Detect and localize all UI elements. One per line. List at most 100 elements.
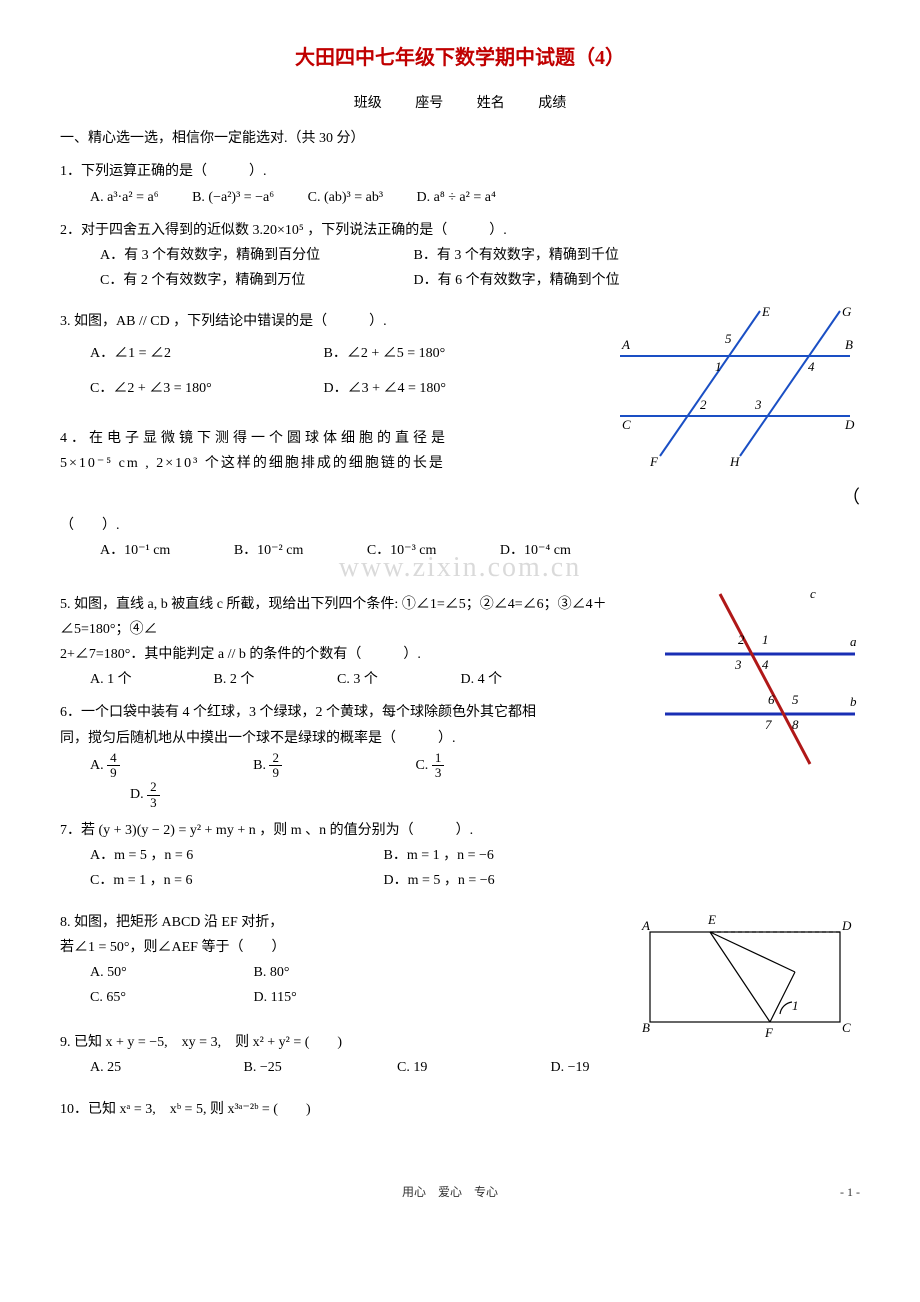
question-6: 6．一个口袋中装有 4 个红球，3 个绿球，2 个黄球，每个球除颜色外其它都相 … bbox=[60, 700, 650, 810]
q4-stem1: 4．在电子显微镜下测得一个圆球体细胞的直径是 bbox=[60, 426, 600, 451]
student-info-line: 班级 座号 姓名 成绩 bbox=[60, 91, 860, 116]
q2-opt-d: D．有 6 个有效数字，精确到个位 bbox=[414, 268, 620, 293]
svg-text:A: A bbox=[621, 337, 630, 352]
q1-opt-b: B. (−a²)³ = −a⁶ bbox=[192, 185, 274, 210]
label-seat: 座号 bbox=[415, 91, 443, 116]
q5-stem2: 2+∠7=180°．其中能判定 a // b 的条件的个数有（ ）. bbox=[60, 642, 650, 667]
q9-opt-b: B. −25 bbox=[244, 1055, 364, 1080]
q8-stem1: 8. 如图，把矩形 ABCD 沿 EF 对折， bbox=[60, 910, 620, 935]
q2-opt-b: B．有 3 个有效数字，精确到千位 bbox=[414, 243, 619, 268]
label-name: 姓名 bbox=[477, 91, 505, 116]
q6-opt-a: A. 49 bbox=[90, 751, 180, 781]
q6-opt-b: B. 29 bbox=[253, 751, 342, 781]
q3-stem: 3. 如图，AB // CD ，下列结论中错误的是（ ）. bbox=[60, 309, 600, 334]
q7-opt-c: C．m = 1 ，n = 6 bbox=[90, 868, 350, 893]
svg-text:1: 1 bbox=[792, 998, 799, 1013]
svg-text:D: D bbox=[841, 918, 852, 933]
q7-opt-d: D．m = 5 ，n = −6 bbox=[384, 868, 495, 893]
q5-opt-c: C. 3 个 bbox=[337, 667, 427, 692]
svg-text:2: 2 bbox=[700, 397, 707, 412]
q4-opt-b: B．10⁻² cm bbox=[234, 538, 304, 563]
q1-opt-a: A. a³·a² = a⁶ bbox=[90, 185, 159, 210]
question-3: 3. 如图，AB // CD ，下列结论中错误的是（ ）. A．∠1 = ∠2 … bbox=[60, 309, 600, 401]
q8-figure: A D B C E F 1 bbox=[630, 902, 860, 1051]
q10-stem: 10．已知 xᵃ = 3, xᵇ = 5, 则 x³ᵃ⁻²ᵇ = ( ) bbox=[60, 1097, 860, 1122]
q9-stem: 9. 已知 x + y = −5, xy = 3, 则 x² + y² = ( … bbox=[60, 1030, 620, 1055]
q9-opt-a: A. 25 bbox=[90, 1055, 210, 1080]
question-2: 2．对于四舍五入得到的近似数 3.20×10⁵ ，下列说法正确的是（ ）. A．… bbox=[60, 218, 860, 294]
q2-opt-a: A．有 3 个有效数字，精确到百分位 bbox=[100, 243, 380, 268]
svg-text:E: E bbox=[707, 912, 716, 927]
svg-text:B: B bbox=[642, 1020, 650, 1035]
q8-opt-c: C. 65° bbox=[90, 985, 220, 1010]
svg-text:4: 4 bbox=[762, 657, 769, 672]
q7-opt-b: B．m = 1 ，n = −6 bbox=[384, 843, 494, 868]
q7-stem: 7．若 (y + 3)(y − 2) = y² + my + n ，则 m 、n… bbox=[60, 818, 650, 843]
label-score: 成绩 bbox=[538, 91, 566, 116]
q8-opt-a: A. 50° bbox=[90, 960, 220, 985]
q9-opt-d: D. −19 bbox=[551, 1055, 590, 1080]
footer-text: 用心 爱心 专心 bbox=[402, 1185, 498, 1199]
q8-row: 8. 如图，把矩形 ABCD 沿 EF 对折， 若∠1 = 50°，则∠AEF … bbox=[60, 902, 860, 1089]
svg-text:C: C bbox=[842, 1020, 851, 1035]
q8-opt-b: B. 80° bbox=[254, 960, 290, 985]
svg-text:B: B bbox=[845, 337, 853, 352]
q6-opt-c: C. 13 bbox=[415, 751, 504, 781]
svg-text:F: F bbox=[764, 1025, 774, 1040]
q6-stem1: 6．一个口袋中装有 4 个红球，3 个绿球，2 个黄球，每个球除颜色外其它都相 bbox=[60, 700, 650, 725]
question-10: 10．已知 xᵃ = 3, xᵇ = 5, 则 x³ᵃ⁻²ᵇ = ( ) bbox=[60, 1097, 860, 1122]
svg-text:A: A bbox=[641, 918, 650, 933]
svg-text:1: 1 bbox=[715, 359, 722, 374]
svg-text:D: D bbox=[844, 417, 855, 432]
q8-stem2: 若∠1 = 50°，则∠AEF 等于（ ） bbox=[60, 935, 620, 960]
q5-opt-d: D. 4 个 bbox=[461, 667, 503, 692]
svg-text:a: a bbox=[850, 634, 857, 649]
q5-opt-b: B. 2 个 bbox=[214, 667, 304, 692]
q3-figure: A B C D E G F H 5 1 4 2 3 （ bbox=[610, 301, 860, 513]
q3-opt-d: D．∠3 + ∠4 = 180° bbox=[324, 376, 447, 401]
page-number: - 1 - bbox=[840, 1182, 860, 1204]
q3-opt-c: C．∠2 + ∠3 = 180° bbox=[90, 376, 290, 401]
svg-text:3: 3 bbox=[754, 397, 762, 412]
question-9: 9. 已知 x + y = −5, xy = 3, 则 x² + y² = ( … bbox=[60, 1030, 620, 1080]
q3-opt-b: B．∠2 + ∠5 = 180° bbox=[324, 341, 446, 366]
question-7: 7．若 (y + 3)(y − 2) = y² + my + n ，则 m 、n… bbox=[60, 818, 650, 894]
question-1: 1．下列运算正确的是（ ）. A. a³·a² = a⁶ B. (−a²)³ =… bbox=[60, 159, 860, 209]
question-4: 4．在电子显微镜下测得一个圆球体细胞的直径是 5×10⁻⁵ cm , 2×10³… bbox=[60, 426, 600, 476]
q4-opt-a: A．10⁻¹ cm bbox=[100, 538, 170, 563]
q4-opt-c: C．10⁻³ cm bbox=[367, 538, 437, 563]
question-5: 5. 如图，直线 a, b 被直线 c 所截，现给出下列四个条件: ①∠1=∠5… bbox=[60, 592, 650, 693]
svg-text:b: b bbox=[850, 694, 857, 709]
q1-opt-c: C. (ab)³ = ab³ bbox=[308, 185, 383, 210]
svg-text:5: 5 bbox=[725, 331, 732, 346]
q5-stem1: 5. 如图，直线 a, b 被直线 c 所截，现给出下列四个条件: ①∠1=∠5… bbox=[60, 592, 650, 642]
question-8: 8. 如图，把矩形 ABCD 沿 EF 对折， 若∠1 = 50°，则∠AEF … bbox=[60, 910, 620, 1011]
section-1-heading: 一、精心选一选，相信你一定能选对.（共 30 分） bbox=[60, 126, 860, 151]
svg-text:8: 8 bbox=[792, 717, 799, 732]
q4-paren: （ ）. bbox=[60, 513, 860, 538]
label-class: 班级 bbox=[354, 91, 382, 116]
page-footer: 用心 爱心 专心 - 1 - bbox=[60, 1182, 860, 1204]
q2-stem: 2．对于四舍五入得到的近似数 3.20×10⁵ ，下列说法正确的是（ ）. bbox=[60, 218, 860, 243]
svg-text:E: E bbox=[761, 304, 770, 319]
q1-opt-d: D. a⁸ ÷ a² = a⁴ bbox=[417, 185, 496, 210]
svg-text:4: 4 bbox=[808, 359, 815, 374]
q3-opt-a: A．∠1 = ∠2 bbox=[90, 341, 290, 366]
q4-stem2: 5×10⁻⁵ cm , 2×10³ 个这样的细胞排成的细胞链的长是 bbox=[60, 456, 445, 471]
svg-text:C: C bbox=[622, 417, 631, 432]
page-title: 大田四中七年级下数学期中试题（4） bbox=[60, 40, 860, 76]
q1-stem: 1．下列运算正确的是（ ）. bbox=[60, 159, 860, 184]
q2-opt-c: C．有 2 个有效数字，精确到万位 bbox=[100, 268, 380, 293]
svg-text:6: 6 bbox=[768, 692, 775, 707]
svg-text:c: c bbox=[810, 586, 816, 601]
q6-stem2: 同，搅匀后随机地从中摸出一个球不是绿球的概率是（ ）. bbox=[60, 726, 650, 751]
svg-text:F: F bbox=[649, 454, 659, 469]
q9-opt-c: C. 19 bbox=[397, 1055, 517, 1080]
q5-figure: a b c 12 34 56 78 bbox=[660, 584, 860, 783]
svg-text:7: 7 bbox=[765, 717, 772, 732]
svg-text:3: 3 bbox=[734, 657, 742, 672]
q8-opt-d: D. 115° bbox=[254, 985, 297, 1010]
q5-opt-a: A. 1 个 bbox=[90, 667, 180, 692]
svg-text:2: 2 bbox=[738, 632, 745, 647]
svg-text:G: G bbox=[842, 304, 852, 319]
